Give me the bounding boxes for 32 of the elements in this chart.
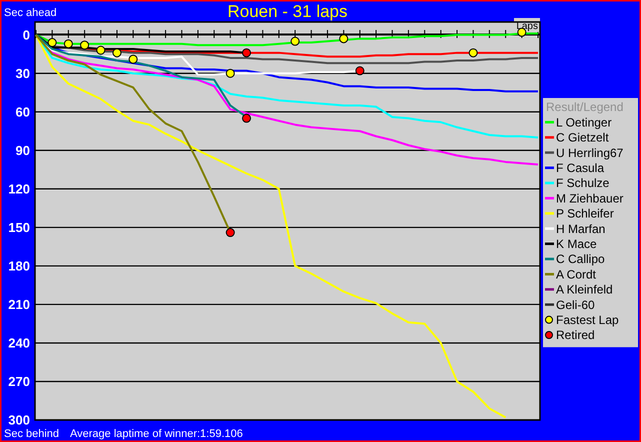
legend-label: Retired: [556, 328, 595, 342]
legend-label: P Schleifer: [556, 206, 614, 221]
legend-label: C Callipo: [556, 252, 606, 266]
text: Average laptime of winner:1:59.106: [70, 428, 243, 440]
legend-label: H Marfan: [556, 222, 606, 236]
legend-title: Result/Legend: [546, 100, 624, 114]
y-tick-label: 240: [8, 336, 30, 351]
legend-label: L Oetinger: [556, 115, 612, 130]
y-tick-label: 90: [16, 142, 30, 158]
legend-label: K Mace: [556, 237, 598, 251]
legend-label: U Herrling67: [556, 146, 624, 160]
legend-label: M Ziehbauer: [556, 191, 624, 206]
y-tick-label: 180: [8, 258, 30, 274]
legend-label: C Gietzelt: [556, 130, 610, 145]
y-tick-label: 300: [8, 412, 30, 428]
y-tick-label: 270: [8, 374, 30, 390]
legend-label: Fastest Lap: [556, 313, 620, 327]
y-tick-label: 0: [22, 27, 30, 42]
y-tick-label: 210: [8, 297, 30, 312]
legend-label: F Schulze: [556, 176, 610, 190]
y-tick-label: 60: [16, 104, 30, 120]
x-axis-title: Laps: [516, 21, 538, 32]
text: Sec behind: [4, 428, 60, 440]
y-axis-title: Sec ahead: [4, 7, 57, 19]
y-tick-label: 30: [16, 66, 30, 81]
legend-label: Geli-60: [556, 298, 596, 312]
legend-label: A Cordt: [556, 267, 597, 282]
legend-label: A Kleinfeld: [556, 282, 613, 297]
y-tick-label: 120: [8, 181, 30, 196]
legend-label: F Casula: [556, 161, 604, 175]
chart-title: Rouen - 31 laps: [227, 2, 348, 21]
y-tick-label: 150: [8, 220, 30, 235]
